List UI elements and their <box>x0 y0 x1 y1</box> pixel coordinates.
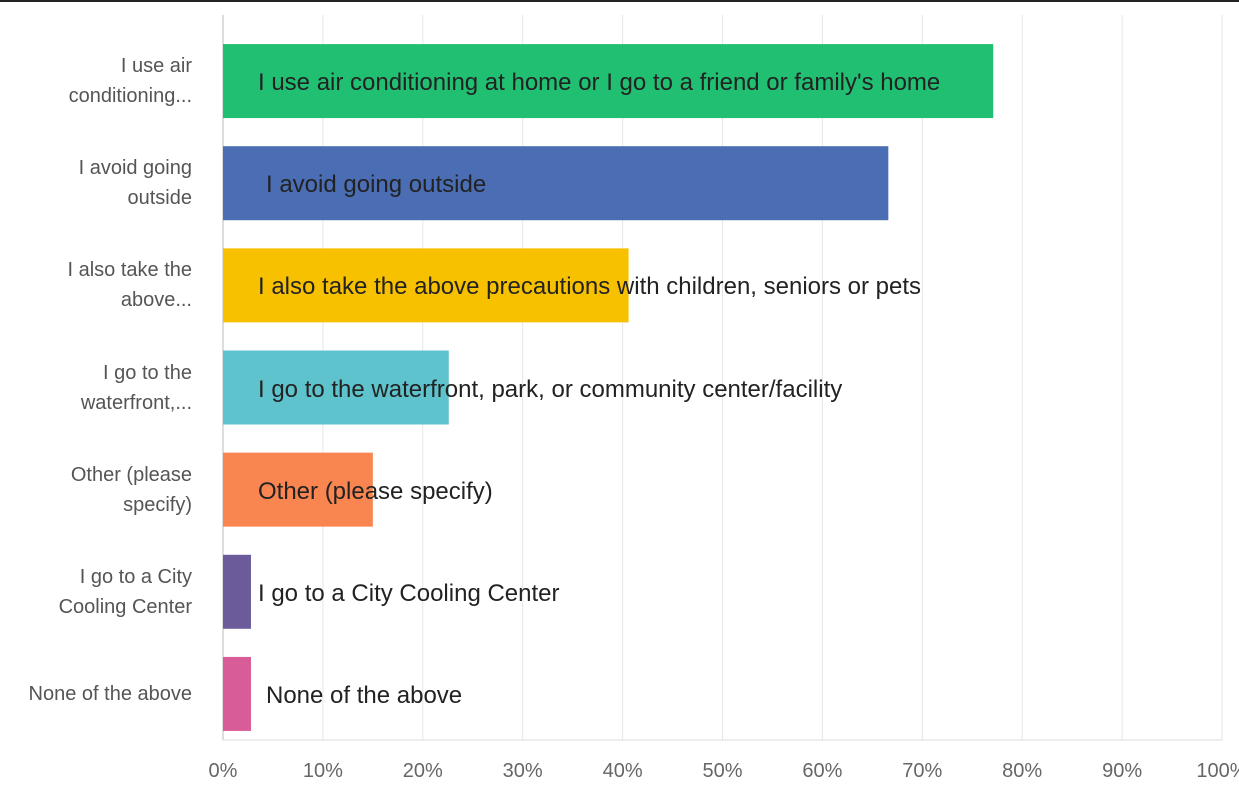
bar <box>223 146 889 221</box>
x-tick-label: 60% <box>802 760 843 782</box>
y-tick-label: I also take the above... <box>67 259 192 312</box>
x-tick-label: 40% <box>602 760 643 782</box>
bar-label: I use air conditioning at home or I go t… <box>258 69 941 97</box>
bar <box>223 44 994 119</box>
bar <box>223 248 629 323</box>
bar-label: I go to a City Cooling Center <box>258 579 560 607</box>
bar <box>223 350 449 425</box>
bar-label: I also take the above precautions with c… <box>258 273 922 301</box>
x-tick-label: 90% <box>1102 760 1143 782</box>
bar <box>223 656 251 731</box>
y-tick-label: I go to a City Cooling Center <box>58 565 192 618</box>
y-tick-label: I avoid going outside <box>78 157 192 210</box>
y-tick-label: Other (please specify) <box>70 463 192 516</box>
bar-label: I avoid going outside <box>266 171 487 199</box>
x-tick-label: 70% <box>902 760 943 782</box>
x-tick-label: 100% <box>1196 760 1239 782</box>
x-tick-label: 20% <box>402 760 443 782</box>
bar-label: Other (please specify) <box>258 477 493 505</box>
bar-label: I go to the waterfront, park, or communi… <box>258 375 843 403</box>
bar-label: None of the above <box>266 681 463 709</box>
x-tick-label: 80% <box>1002 760 1043 782</box>
y-tick-label: None of the above <box>28 682 192 705</box>
y-tick-label: I use air conditioning... <box>68 55 192 108</box>
y-tick-label: I go to the waterfront,... <box>80 361 192 414</box>
x-tick-label: 30% <box>502 760 543 782</box>
x-tick-label: 50% <box>702 760 743 782</box>
bar <box>223 554 251 629</box>
bar <box>223 452 373 527</box>
x-tick-label: 10% <box>302 760 343 782</box>
x-tick-label: 0% <box>208 760 238 782</box>
